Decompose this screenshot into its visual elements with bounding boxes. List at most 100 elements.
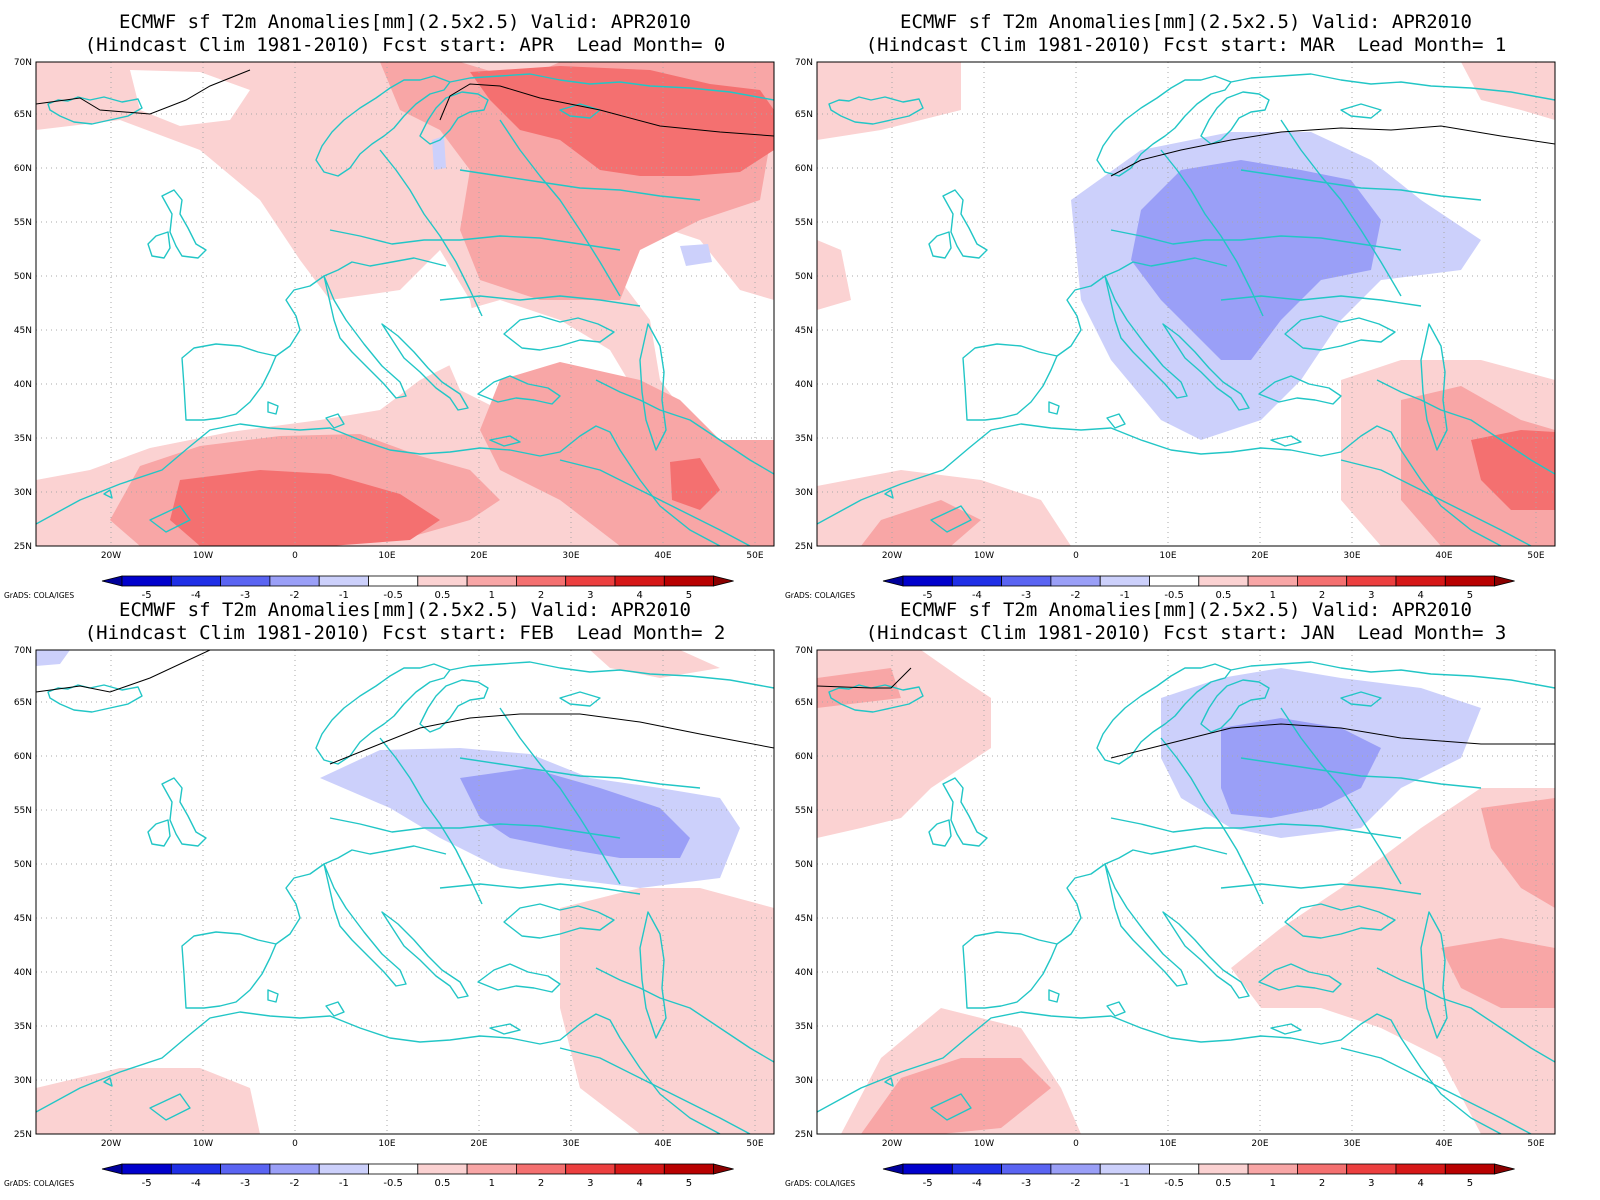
colorbar-label: 0.5 (434, 590, 450, 601)
colorbar-swatch (121, 1163, 172, 1175)
lon-tick-label: 40E (654, 551, 671, 561)
lat-tick-label: 55N (14, 806, 32, 816)
lon-tick-label: 10W (974, 1139, 994, 1149)
anomaly-region (670, 458, 720, 510)
colorbar-swatch (368, 575, 419, 587)
coastlines (817, 661, 1555, 1134)
colorbar-label: 1 (1270, 1178, 1276, 1189)
colorbar-label: -4 (191, 1178, 201, 1189)
map-frame (816, 649, 1556, 1135)
map-panel-lead-3: ECMWF sf T2m Anomalies[mm](2.5x2.5) Vali… (785, 599, 1556, 1189)
coastlines (36, 661, 774, 1134)
lat-tick-label: 40N (14, 968, 32, 978)
anomaly-region (432, 136, 446, 170)
lon-tick-label: 0 (292, 1139, 298, 1149)
lon-tick-label: 40E (1435, 1139, 1452, 1149)
lat-tick-label: 60N (14, 164, 32, 174)
colorbar-low-arrow (882, 575, 904, 587)
lon-tick-label: 20E (470, 551, 487, 561)
lat-tick-label: 65N (795, 110, 813, 120)
lat-tick-label: 25N (14, 542, 32, 552)
colorbar: -5 -4 -3 -2 -1 -0.5 0.5 1 2 3 4 5 (101, 1163, 734, 1189)
lat-tick-label: 55N (795, 806, 813, 816)
lat-tick-label: 70N (14, 646, 32, 656)
anomaly-region (590, 650, 720, 678)
grads-credit: GrADS: COLA/IGES (785, 591, 855, 600)
colorbar-label: -4 (972, 590, 982, 601)
colorbar-label: -5 (923, 590, 933, 601)
colorbar-label: 1 (489, 1178, 495, 1189)
anomaly-map (36, 62, 774, 546)
anomaly-region (36, 120, 480, 480)
anomaly-region (680, 244, 712, 266)
anomaly-region (861, 500, 981, 546)
lon-tick-label: 10E (378, 1139, 395, 1149)
colorbar-swatch (220, 575, 271, 587)
colorbar-low-arrow (882, 1163, 904, 1175)
lat-tick-label: 30N (14, 488, 32, 498)
lat-tick-label: 70N (795, 646, 813, 656)
colorbar-swatch (663, 1163, 714, 1175)
map-frame (816, 61, 1556, 547)
anomaly-region (560, 888, 774, 1134)
colorbar-swatch (318, 575, 369, 587)
colorbar-label: -1 (339, 1178, 349, 1189)
colorbar-label: -0.5 (383, 1178, 403, 1189)
colorbar-swatch (1099, 575, 1150, 587)
lon-tick-label: 20E (1251, 551, 1268, 561)
panel-title-line1: ECMWF sf T2m Anomalies[mm](2.5x2.5) Vali… (119, 599, 691, 621)
colorbar-swatch (368, 1163, 419, 1175)
colorbar-swatch (565, 1163, 616, 1175)
lon-tick-label: 10E (1159, 551, 1176, 561)
colorbar-label: 4 (636, 1178, 642, 1189)
lat-tick-label: 40N (795, 968, 813, 978)
colorbar-label: 1 (1270, 590, 1276, 601)
lat-tick-label: 50N (14, 860, 32, 870)
colorbar-label: -3 (240, 590, 250, 601)
colorbar-label: -4 (191, 590, 201, 601)
lat-tick-label: 70N (795, 58, 813, 68)
colorbar-label: 2 (1319, 590, 1325, 601)
grads-credit: GrADS: COLA/IGES (4, 1179, 74, 1188)
colorbar-label: 5 (1467, 1178, 1473, 1189)
panel-title-line2: (Hindcast Clim 1981-2010) Fcst start: AP… (85, 34, 726, 56)
lat-tick-label: 65N (795, 698, 813, 708)
colorbar-label: -3 (240, 1178, 250, 1189)
colorbar-swatch (417, 1163, 468, 1175)
lat-tick-label: 25N (14, 1130, 32, 1140)
colorbar-low-arrow (101, 575, 123, 587)
colorbar-swatch (902, 575, 953, 587)
lat-tick-label: 30N (14, 1076, 32, 1086)
colorbar-label: -4 (972, 1178, 982, 1189)
colorbar-swatch (1099, 1163, 1150, 1175)
anomaly-region (470, 66, 774, 176)
colorbar-label: -2 (1071, 1178, 1081, 1189)
lon-tick-label: 20W (101, 1139, 121, 1149)
anomaly-region (36, 1068, 260, 1134)
colorbar-swatch (1444, 575, 1495, 587)
colorbar-label: -2 (290, 1178, 300, 1189)
colorbar-swatch (1444, 1163, 1495, 1175)
lat-tick-label: 55N (795, 218, 813, 228)
colorbar-high-arrow (1494, 575, 1515, 587)
zero-contour (36, 69, 774, 137)
colorbar-swatch (1247, 1163, 1298, 1175)
colorbar-swatch (516, 575, 567, 587)
colorbar-label: 3 (587, 590, 593, 601)
colorbar-swatch (1050, 1163, 1101, 1175)
lon-tick-label: 30E (1343, 1139, 1360, 1149)
anomaly-region (1471, 430, 1555, 510)
anomaly-region (1221, 718, 1381, 818)
map-panel-lead-1: ECMWF sf T2m Anomalies[mm](2.5x2.5) Vali… (785, 11, 1556, 601)
colorbar-high-arrow (713, 1163, 734, 1175)
colorbar-label: -0.5 (383, 590, 403, 601)
lat-tick-label: 50N (14, 272, 32, 282)
colorbar-label: 5 (686, 590, 692, 601)
lat-tick-label: 35N (795, 434, 813, 444)
panel-title-line2: (Hindcast Clim 1981-2010) Fcst start: JA… (866, 622, 1507, 644)
colorbar-label: 3 (1368, 1178, 1374, 1189)
colorbar-label: 3 (587, 1178, 593, 1189)
colorbar-swatch (1346, 575, 1397, 587)
colorbar-label: -5 (923, 1178, 933, 1189)
lat-tick-label: 55N (14, 218, 32, 228)
